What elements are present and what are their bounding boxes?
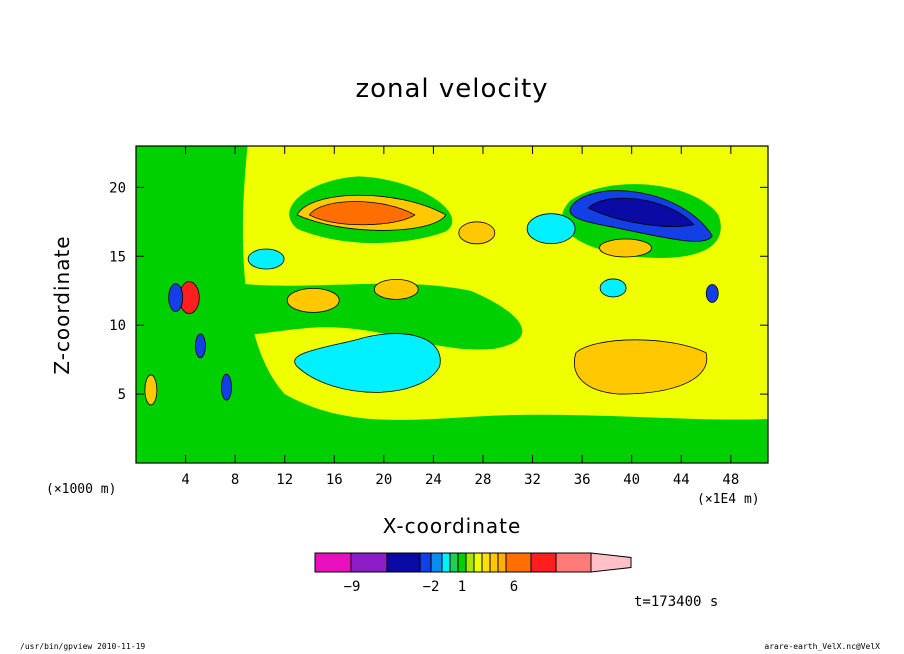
chart-title: zonal velocity: [355, 74, 549, 104]
colorbar-label: 1: [458, 579, 466, 595]
x-axis-unit: (×1E4 m): [697, 492, 760, 507]
colorbar-segment: [441, 552, 451, 573]
negative-blob-right: [705, 284, 719, 303]
time-label: t=173400 s: [634, 594, 719, 610]
y-axis-unit: (×1000 m): [46, 482, 117, 497]
y-tick-label: 5: [118, 387, 126, 403]
cyan-region-right: [599, 278, 627, 298]
x-tick-label: 20: [375, 472, 392, 488]
green-region-middle: [197, 276, 523, 350]
colorbar-segment: [350, 552, 388, 573]
colorbar-segment: [449, 552, 459, 573]
colorbar-label: −9: [344, 579, 361, 595]
orange-region-right: [599, 238, 652, 258]
plot-frame: [135, 145, 769, 464]
x-tick-label: 36: [574, 472, 591, 488]
cyan-region-mid: [526, 213, 576, 245]
footer-left: /usr/bin/gpview 2010-11-19: [20, 642, 146, 651]
y-tick-label: 10: [109, 318, 126, 334]
orange-region-upper: [458, 221, 496, 245]
colorbar-segment: [505, 552, 532, 573]
negative-source: [168, 283, 184, 313]
x-tick-label: 48: [722, 472, 739, 488]
colorbar-segment: [497, 552, 507, 573]
x-tick-label: 44: [673, 472, 690, 488]
colorbar-label: −2: [423, 579, 440, 595]
x-tick-label: 40: [623, 472, 640, 488]
colorbar-segment: [386, 552, 421, 573]
colorbar-segment: [419, 552, 432, 573]
colorbar-label: 6: [510, 579, 518, 595]
x-tick-label: 24: [425, 472, 442, 488]
colorbar-segment: [465, 552, 475, 573]
orange-region-left: [286, 287, 340, 313]
x-tick-label: 4: [181, 472, 189, 488]
colorbar-segment: [555, 552, 592, 573]
negative-column-low: [221, 373, 232, 401]
x-tick-label: 12: [276, 472, 293, 488]
cyan-region-lower: [294, 333, 441, 393]
colorbar-arrow: [590, 552, 632, 573]
x-tick-label: 32: [524, 472, 541, 488]
x-tick-label: 16: [326, 472, 343, 488]
orange-region-lower-right: [574, 339, 708, 395]
colorbar-segment: [314, 552, 352, 573]
y-tick-label: 20: [109, 180, 126, 196]
colorbar-segment: [481, 552, 491, 573]
x-tick-label: 8: [231, 472, 239, 488]
cyan-region-left: [247, 248, 285, 270]
colorbar-segment: [489, 552, 499, 573]
orange-column-left: [144, 374, 158, 406]
x-axis-label: X-coordinate: [382, 514, 522, 538]
x-tick-label: 28: [475, 472, 492, 488]
negative-column: [195, 333, 206, 359]
negative-jet-core: [587, 197, 695, 227]
colorbar-segment: [530, 552, 557, 573]
footer-right: arare-earth_VelX.nc@VelX: [764, 642, 880, 651]
colorbar-segment: [430, 552, 443, 573]
colorbar-segment: [457, 552, 467, 573]
y-tick-label: 15: [109, 249, 126, 265]
colorbar-segment: [473, 552, 483, 573]
positive-jet-core: [308, 201, 416, 226]
orange-region-center: [373, 278, 419, 300]
